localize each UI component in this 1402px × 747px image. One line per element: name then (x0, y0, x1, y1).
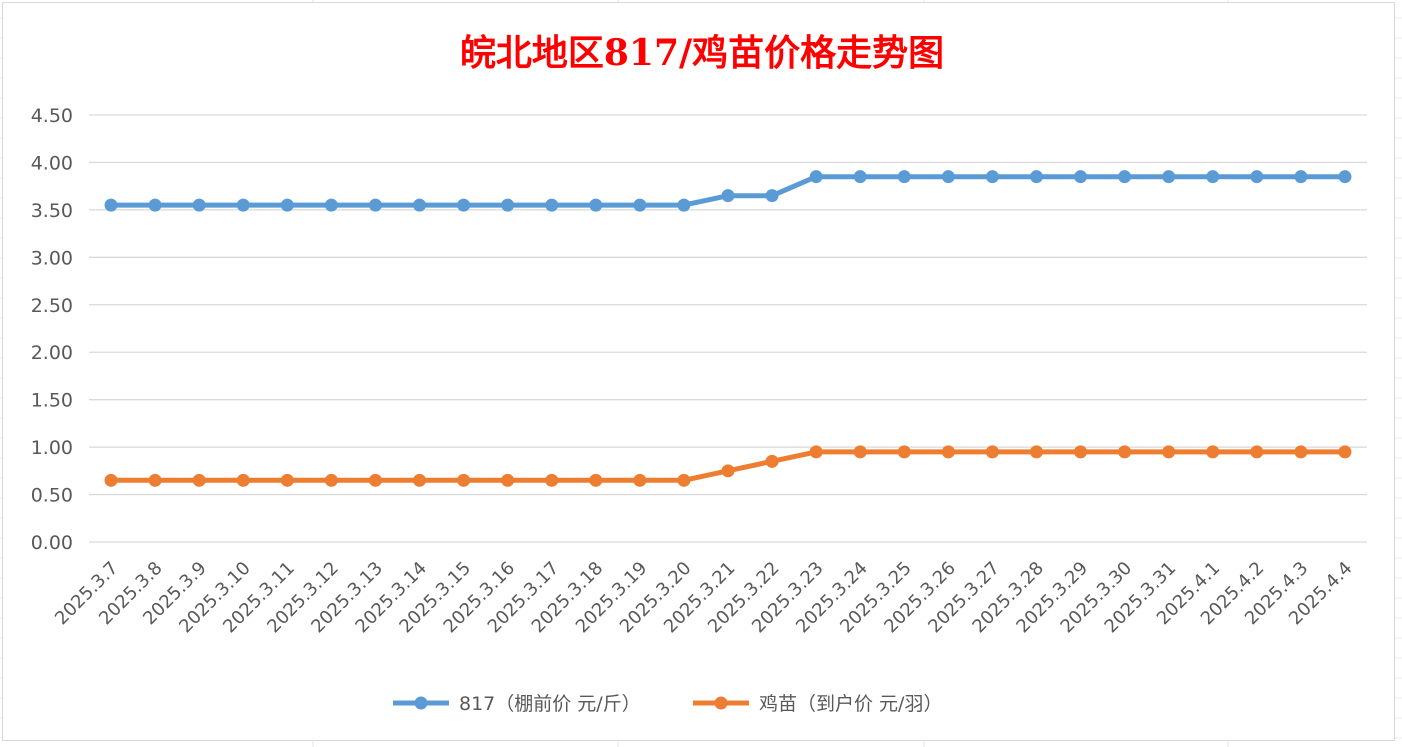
data-point-series-2 (1029, 445, 1043, 459)
data-point-series-2 (941, 445, 955, 459)
data-point-series-2 (897, 445, 911, 459)
data-point-series-1 (853, 170, 867, 184)
y-tick-label: 4.00 (31, 152, 73, 174)
data-point-series-1 (941, 170, 955, 184)
data-point-series-1 (280, 198, 294, 212)
legend[interactable]: 817（棚前价 元/斤） 鸡苗（到户价 元/羽） (393, 693, 942, 715)
data-point-series-1 (236, 198, 250, 212)
data-point-series-2 (1118, 445, 1132, 459)
data-point-series-2 (148, 473, 162, 487)
data-point-series-2 (985, 445, 999, 459)
data-point-series-2 (765, 454, 779, 468)
data-point-series-2 (501, 473, 515, 487)
data-point-series-1 (809, 170, 823, 184)
data-point-series-2 (413, 473, 427, 487)
data-point-series-1 (1250, 170, 1264, 184)
data-point-series-1 (545, 198, 559, 212)
data-point-series-1 (1118, 170, 1132, 184)
data-point-series-2 (1162, 445, 1176, 459)
data-point-series-2 (633, 473, 647, 487)
chart-title: 皖北地区817/鸡苗价格走势图 (460, 32, 944, 74)
y-axis-tick-labels: 0.00 0.50 1.00 1.50 2.00 2.50 3.00 3.50 4.00 4.50 (31, 105, 73, 554)
legend-marker-1 (414, 696, 428, 710)
data-point-series-2 (1206, 445, 1220, 459)
data-point-series-1 (368, 198, 382, 212)
y-tick-label: 3.00 (31, 247, 73, 269)
data-point-series-1 (721, 189, 735, 203)
y-tick-label: 0.50 (31, 485, 73, 507)
y-tick-label: 4.50 (31, 105, 73, 127)
data-point-series-1 (148, 198, 162, 212)
legend-label-1: 817（棚前价 元/斤） (459, 693, 641, 715)
y-tick-label: 0.00 (31, 532, 73, 554)
legend-label-2: 鸡苗（到户价 元/羽） (759, 693, 942, 715)
legend-marker-2 (714, 696, 728, 710)
data-point-series-1 (677, 198, 691, 212)
data-point-series-1 (1074, 170, 1088, 184)
data-point-series-1 (633, 198, 647, 212)
data-point-series-2 (104, 473, 118, 487)
series-layer (104, 170, 1352, 487)
data-point-series-2 (457, 473, 471, 487)
y-tick-label: 3.50 (31, 200, 73, 222)
data-point-series-1 (1294, 170, 1308, 184)
data-point-series-2 (1074, 445, 1088, 459)
data-point-series-1 (324, 198, 338, 212)
data-point-series-1 (1162, 170, 1176, 184)
data-point-series-2 (589, 473, 603, 487)
data-point-series-2 (853, 445, 867, 459)
data-point-series-2 (545, 473, 559, 487)
y-tick-label: 1.00 (31, 437, 73, 459)
data-point-series-2 (192, 473, 206, 487)
data-point-series-1 (897, 170, 911, 184)
data-point-series-1 (192, 198, 206, 212)
gridlines (89, 114, 1367, 543)
data-point-series-2 (721, 464, 735, 478)
data-point-series-1 (501, 198, 515, 212)
y-tick-label: 2.50 (31, 295, 73, 317)
data-point-series-2 (1294, 445, 1308, 459)
data-point-series-2 (677, 473, 691, 487)
data-point-series-1 (1029, 170, 1043, 184)
data-point-series-2 (368, 473, 382, 487)
data-point-series-1 (1338, 170, 1352, 184)
data-point-series-1 (457, 198, 471, 212)
data-point-series-1 (765, 189, 779, 203)
data-point-series-2 (1250, 445, 1264, 459)
data-point-series-2 (809, 445, 823, 459)
data-point-series-1 (985, 170, 999, 184)
data-point-series-1 (104, 198, 118, 212)
data-point-series-1 (413, 198, 427, 212)
data-point-series-2 (236, 473, 250, 487)
line-chart: 皖北地区817/鸡苗价格走势图 0.00 0.50 1.00 1.50 2.00 2.50… (31, 32, 1367, 715)
y-tick-label: 2.00 (31, 342, 73, 364)
data-point-series-2 (1338, 445, 1352, 459)
data-point-series-1 (589, 198, 603, 212)
data-point-series-2 (324, 473, 338, 487)
data-point-series-1 (1206, 170, 1220, 184)
data-point-series-2 (280, 473, 294, 487)
x-axis-tick-labels: 2025.3.72025.3.82025.3.92025.3.102025.3.… (51, 558, 1356, 638)
y-tick-label: 1.50 (31, 390, 73, 412)
